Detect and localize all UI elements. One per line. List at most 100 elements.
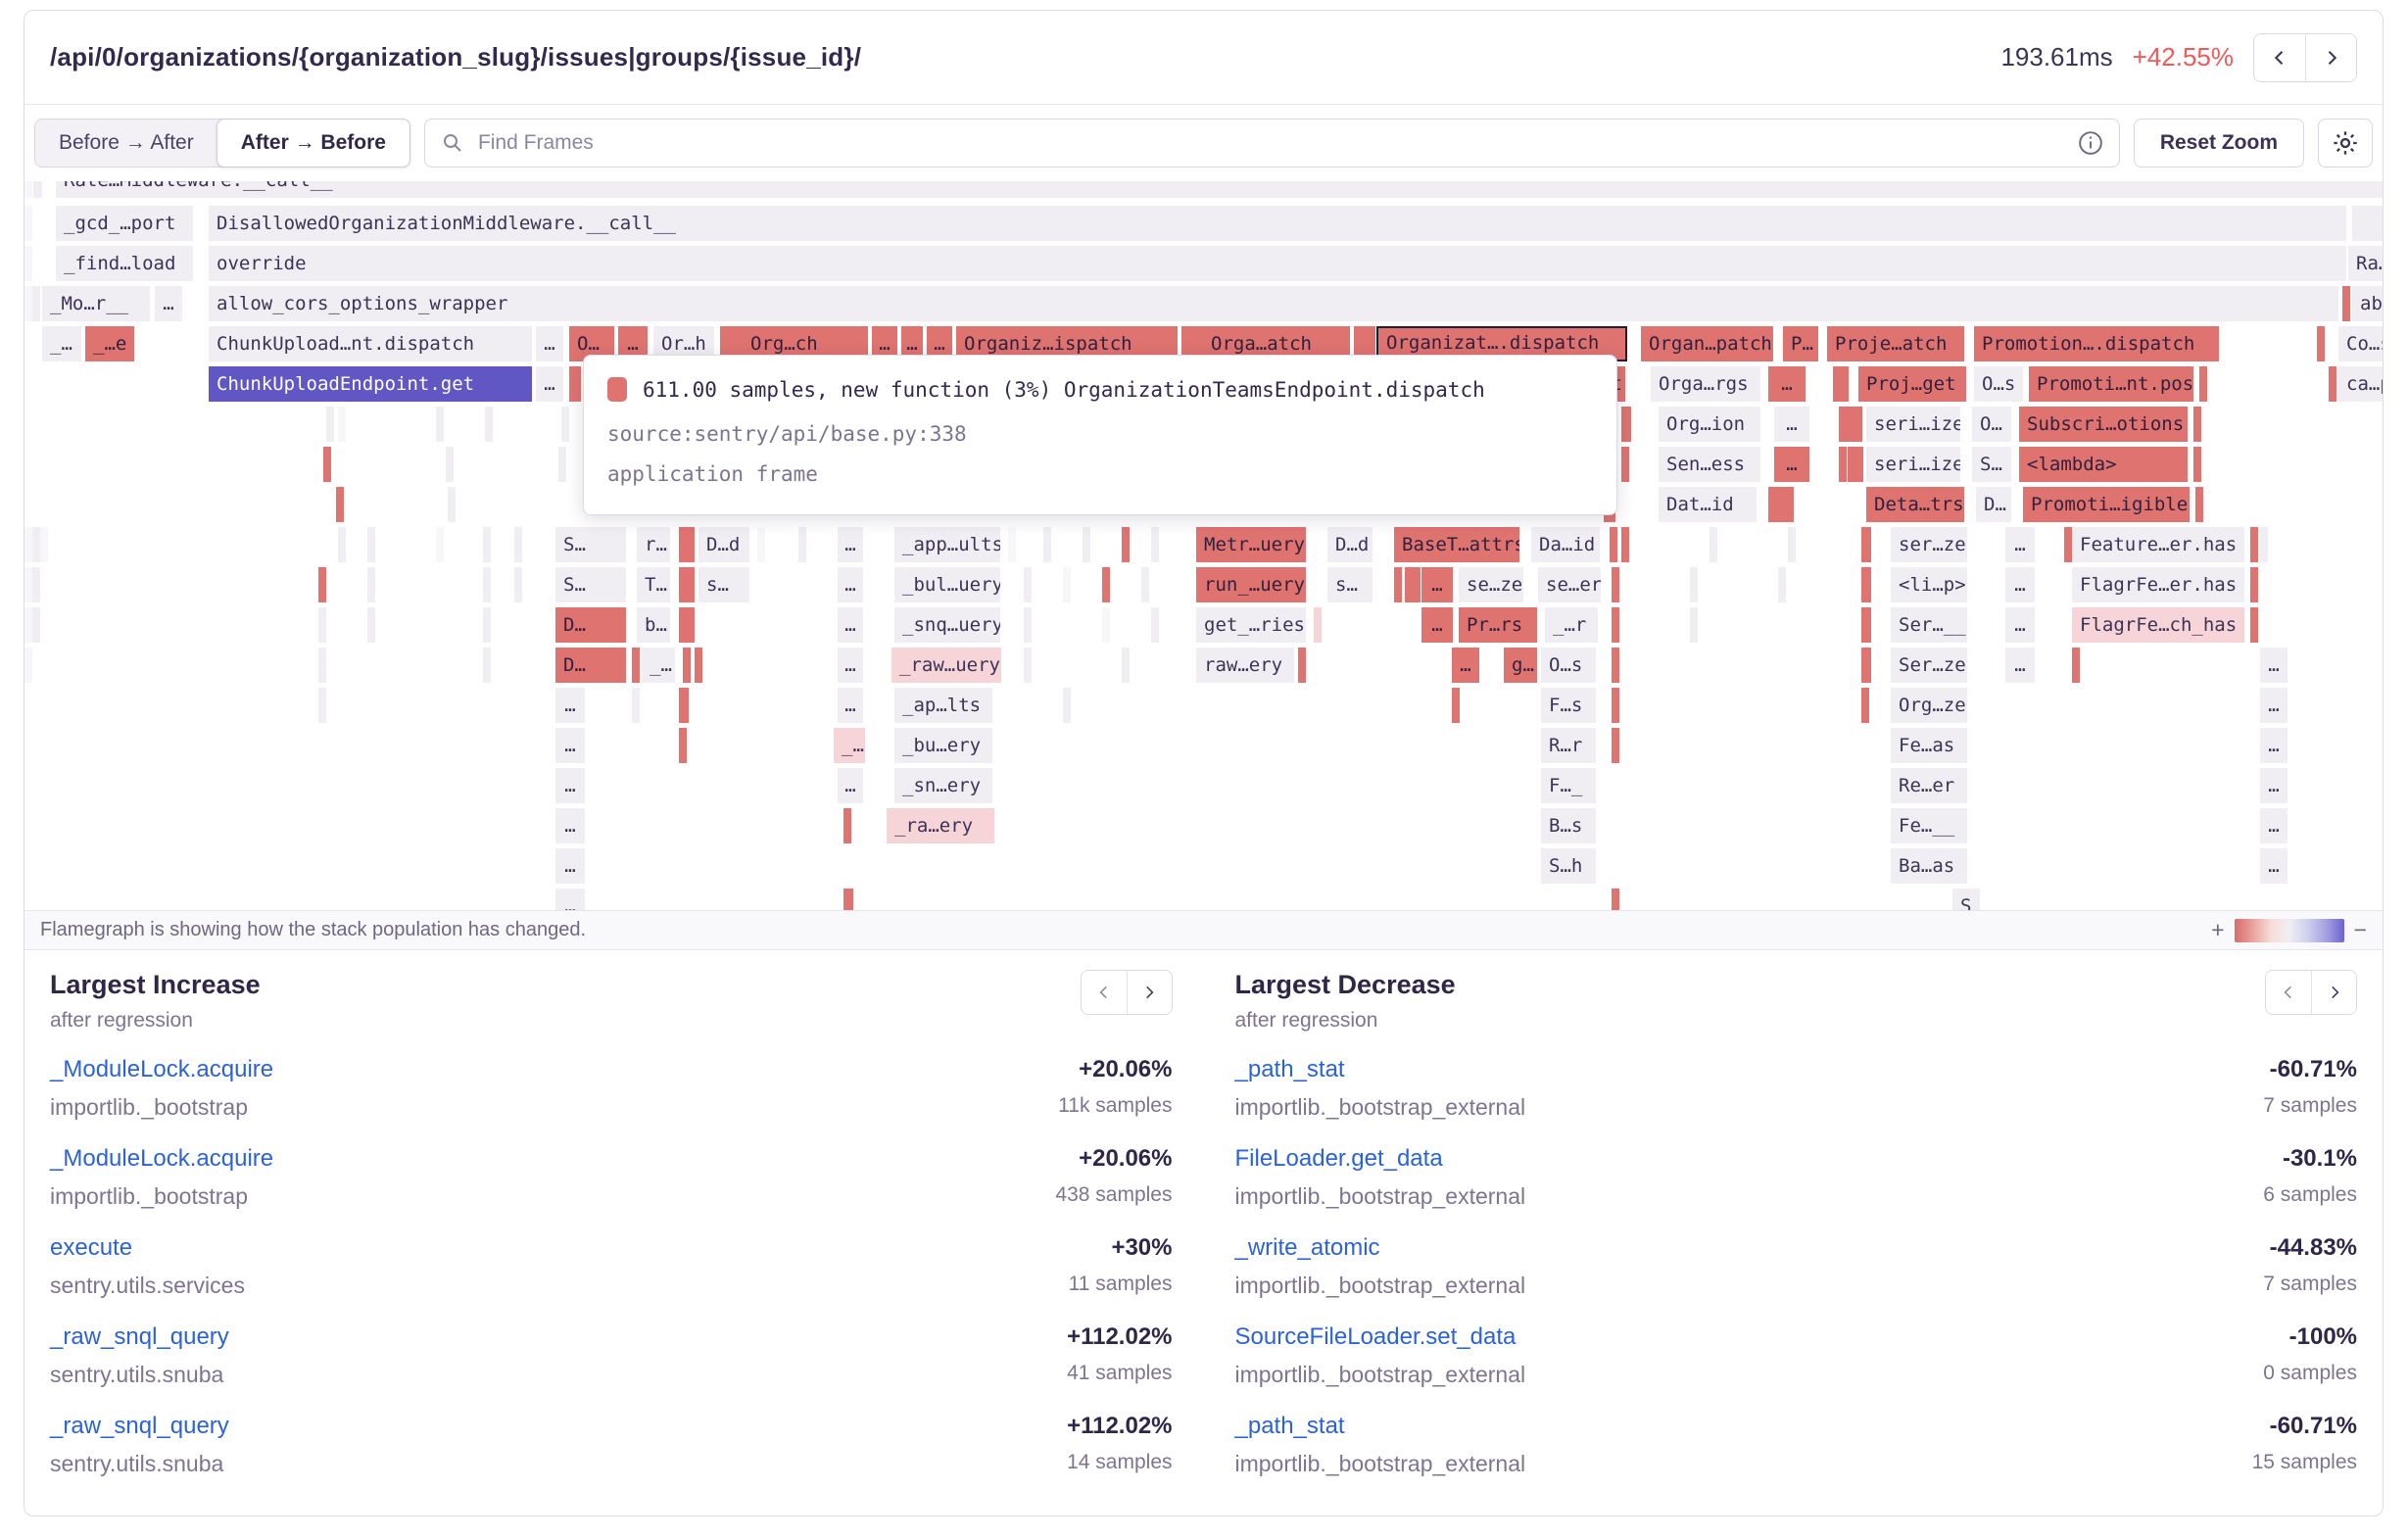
flame-frame-sliver[interactable] [367,567,375,602]
flame-frame[interactable]: seri…ize [1866,447,1960,482]
flame-frame[interactable]: <lambda> [2019,447,2188,482]
flame-frame-sliver[interactable] [1710,527,1717,562]
flame-frame-sliver[interactable] [1788,527,1796,562]
flame-frame-sliver[interactable] [338,407,346,442]
flame-frame-sliver[interactable] [679,567,695,602]
flame-frame-sliver[interactable] [679,527,695,562]
flame-frame[interactable]: ser…ze [1891,527,1967,562]
flame-frame-sliver[interactable] [2250,527,2258,562]
flame-frame-sliver[interactable] [558,447,566,482]
flame-frame[interactable]: Fe…__ [1891,808,1967,843]
flame-frame[interactable]: D… [555,648,626,683]
settings-button[interactable] [2318,119,2373,168]
flame-frame[interactable]: Orga…rgs [1651,366,1760,402]
increase-prev-button[interactable] [1081,971,1127,1014]
function-link[interactable]: execute [50,1234,133,1261]
flame-frame[interactable]: … [838,768,863,803]
flame-frame-sliver[interactable] [632,648,640,683]
flame-frame[interactable]: … [1421,607,1453,643]
flame-frame-sliver[interactable] [679,607,695,643]
flame-frame[interactable]: S… [555,567,626,602]
flame-frame[interactable]: … [2260,688,2288,723]
flame-frame[interactable]: seri…ize [1866,407,1960,442]
flame-frame-sliver[interactable] [569,366,581,402]
flame-frame[interactable]: se…ze [1459,567,1523,602]
flame-frame-sliver[interactable] [32,567,40,602]
flame-frame[interactable]: Subscri…otions [2019,407,2188,442]
prev-transaction-button[interactable] [2254,33,2305,81]
search-input[interactable] [475,130,2066,156]
flame-frame[interactable]: F…s [1541,688,1596,723]
flame-frame-sliver[interactable] [1847,407,1854,442]
flame-frame-sliver[interactable] [24,286,32,321]
flame-frame[interactable]: … [838,567,863,602]
flame-frame[interactable]: O… [1972,407,2011,442]
flame-frame[interactable]: g… [1504,648,1537,683]
flame-frame[interactable]: FlagrFe…ch_has [2072,607,2244,643]
flame-frame[interactable]: S [1952,889,1980,910]
flame-frame[interactable]: … [1421,567,1453,602]
flame-frame-sliver[interactable] [1122,648,1130,683]
flame-frame-sliver[interactable] [1612,728,1619,763]
flame-frame-sliver[interactable] [679,688,689,723]
next-transaction-button[interactable] [2305,33,2356,81]
flame-frame[interactable]: … [1774,447,1809,482]
function-link[interactable]: _path_stat [1234,1056,1345,1082]
flame-frame-sliver[interactable] [514,527,522,562]
flame-frame-sliver[interactable] [1621,527,1629,562]
flame-frame[interactable]: Feature…er.has [2072,527,2244,562]
flame-frame[interactable]: s… [698,567,749,602]
flame-frame-sliver[interactable] [483,567,491,602]
flame-frame-sliver[interactable] [336,487,344,522]
reset-zoom-button[interactable]: Reset Zoom [2133,119,2304,168]
flame-frame-sliver[interactable] [683,648,691,683]
flame-frame-sliver[interactable] [446,447,454,482]
flame-frame-sliver[interactable] [632,688,640,723]
flame-frame-sliver[interactable] [1621,447,1629,482]
flame-frame[interactable]: _ap…lts [894,688,992,723]
flame-frame-sliver[interactable] [318,648,326,683]
flame-frame-sliver[interactable] [1063,567,1071,602]
flame-frame[interactable]: D…d [1327,527,1373,562]
flame-frame[interactable]: Promoti…igible [2023,487,2190,522]
flame-frame-sliver[interactable] [24,648,32,683]
flame-frame-sliver[interactable] [1612,607,1619,643]
flame-frame-sliver[interactable] [2250,567,2258,602]
flame-frame[interactable]: ChunkUploadEndpoint.get [209,366,532,402]
flame-frame[interactable]: Proje…atch [1827,326,1964,361]
flame-frame-sliver[interactable] [1861,567,1871,602]
flame-frame-sliver[interactable] [1848,447,1855,482]
flame-frame-sliver[interactable] [1690,567,1698,602]
flame-frame-sliver[interactable] [40,527,48,562]
flame-frame[interactable]: r… [637,527,670,562]
flame-frame[interactable]: ab…ck [2352,286,2383,321]
flame-frame[interactable]: Org…ion [1659,407,1760,442]
flame-frame-sliver[interactable] [1413,567,1421,602]
flame-frame-sliver[interactable] [318,688,326,723]
increase-next-button[interactable] [1126,971,1172,1014]
flame-frame[interactable]: Fe…as [1891,728,1967,763]
flame-frame[interactable]: _…e [85,326,134,361]
flame-frame-sliver[interactable] [2260,527,2268,562]
flame-frame[interactable]: … [2005,567,2035,602]
flame-frame-sliver[interactable] [1361,326,1369,361]
flame-frame[interactable]: _…r [1545,607,1598,643]
flame-frame[interactable]: _… [642,648,675,683]
flame-frame[interactable]: Promotion….dispatch [1974,326,2219,361]
flame-frame[interactable]: … [901,326,923,361]
flame-frame-sliver[interactable] [1452,688,1460,723]
flame-frame-sliver[interactable] [735,326,743,361]
flame-frame[interactable]: … [536,326,563,361]
flame-frame[interactable]: Co…st [2338,326,2383,361]
flame-frame[interactable]: Dat…id [1659,487,1757,522]
flame-frame-sliver[interactable] [2193,407,2201,442]
flame-frame-sliver[interactable] [720,326,728,361]
flame-frame[interactable]: … [2260,648,2288,683]
flame-frame-sliver[interactable] [757,527,765,562]
flame-frame[interactable]: … [1768,366,1806,402]
flame-frame-sliver[interactable] [2195,487,2203,522]
flame-frame[interactable]: _bul…uery [894,567,1000,602]
flame-frame[interactable]: D…d [698,527,749,562]
flame-frame-sliver[interactable] [32,607,40,643]
flame-frame[interactable]: <li…p> [1891,567,1967,602]
